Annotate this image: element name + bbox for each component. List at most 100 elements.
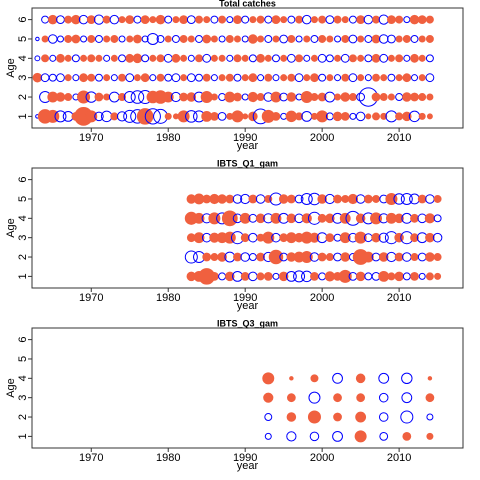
residual-bubble bbox=[316, 110, 329, 123]
residual-bubble bbox=[394, 271, 404, 282]
residual-bubble bbox=[185, 110, 198, 123]
residual-bubble bbox=[394, 252, 404, 262]
residual-bubble bbox=[125, 73, 135, 83]
residual-bubble bbox=[410, 53, 419, 63]
residual-bubble bbox=[218, 74, 226, 82]
residual-bubble bbox=[263, 271, 273, 281]
residual-bubble bbox=[387, 93, 395, 101]
residual-bubble bbox=[379, 53, 389, 63]
residual-bubble bbox=[264, 413, 273, 422]
residual-bubble bbox=[80, 35, 88, 43]
residual-bubble bbox=[255, 194, 266, 204]
residual-bubble bbox=[425, 232, 435, 243]
residual-bubble bbox=[102, 15, 111, 24]
residual-bubble bbox=[48, 14, 58, 25]
residual-bubble bbox=[210, 15, 219, 24]
residual-bubble bbox=[425, 252, 435, 262]
residual-bubble bbox=[118, 16, 126, 24]
residual-bubble bbox=[395, 15, 404, 24]
residual-bubble bbox=[32, 72, 43, 83]
residual-bubble bbox=[326, 35, 334, 43]
y-tick-label: 5 bbox=[17, 36, 29, 42]
residual-bubble bbox=[225, 194, 235, 204]
residual-bubble bbox=[248, 54, 257, 63]
residual-bubble bbox=[94, 34, 103, 43]
chart-title: IBTS_Q3_gam bbox=[217, 318, 278, 328]
residual-bubble bbox=[217, 111, 227, 121]
residual-bubble bbox=[125, 53, 135, 63]
residual-bubble bbox=[71, 54, 80, 63]
residual-bubble bbox=[184, 250, 198, 264]
residual-bubble bbox=[434, 272, 442, 280]
residual-bubble bbox=[54, 110, 67, 123]
residual-bubble bbox=[410, 92, 419, 102]
residual-bubble bbox=[133, 34, 142, 44]
residual-bubble bbox=[264, 73, 273, 82]
residual-bubble bbox=[387, 272, 396, 281]
residual-bubble bbox=[94, 92, 104, 102]
residual-bubble bbox=[278, 194, 289, 204]
residual-bubble bbox=[64, 15, 73, 24]
residual-bubble bbox=[334, 74, 342, 82]
residual-bubble bbox=[326, 74, 334, 82]
residual-bubble bbox=[171, 53, 181, 63]
residual-bubble bbox=[425, 272, 434, 281]
residual-bubble bbox=[371, 34, 381, 44]
residual-bubble bbox=[95, 54, 103, 62]
residual-bubble bbox=[364, 34, 373, 43]
residual-bubble bbox=[317, 53, 327, 63]
residual-bubble bbox=[256, 252, 265, 262]
residual-bubble bbox=[325, 233, 335, 243]
residual-bubble bbox=[140, 73, 150, 83]
residual-bubble bbox=[233, 73, 242, 82]
y-tick-label: 2 bbox=[17, 94, 29, 100]
residual-bubble bbox=[356, 15, 366, 25]
residual-bubble bbox=[56, 73, 65, 83]
residual-bubble bbox=[64, 54, 72, 62]
residual-bubble bbox=[210, 35, 218, 43]
residual-bubble bbox=[85, 110, 98, 123]
residual-bubble bbox=[156, 73, 165, 82]
residual-bubble bbox=[270, 91, 282, 103]
residual-bubble bbox=[202, 34, 212, 44]
residual-bubble bbox=[180, 74, 188, 82]
x-tick-label: 1980 bbox=[156, 452, 180, 464]
residual-bubble bbox=[195, 73, 203, 82]
residual-bubble bbox=[268, 249, 284, 265]
residual-bubble bbox=[263, 392, 274, 403]
residual-bubble bbox=[354, 430, 367, 443]
residual-bubble bbox=[271, 54, 280, 63]
residual-bubble bbox=[41, 35, 49, 43]
residual-bubble bbox=[108, 91, 120, 103]
x-tick-label: 2010 bbox=[387, 292, 411, 304]
residual-bubble bbox=[223, 231, 236, 244]
residual-bubble bbox=[295, 35, 303, 43]
residual-bubble bbox=[393, 193, 405, 205]
residual-bubble bbox=[79, 73, 88, 83]
y-tick-label: 6 bbox=[17, 177, 29, 183]
residual-bubble bbox=[356, 92, 366, 102]
residual-bubble bbox=[402, 111, 412, 122]
y-tick-label: 3 bbox=[17, 75, 29, 81]
residual-bubble bbox=[118, 93, 127, 102]
residual-bubble bbox=[378, 270, 390, 282]
residual-bubble bbox=[418, 93, 427, 102]
residual-bubble bbox=[285, 270, 297, 282]
residual-bubble bbox=[395, 54, 404, 63]
residual-bubble bbox=[333, 412, 342, 422]
y-tick-label: 5 bbox=[17, 196, 29, 202]
residual-bubble bbox=[225, 271, 235, 282]
residual-bubble bbox=[395, 35, 403, 43]
x-axis-label: year bbox=[237, 300, 259, 312]
residual-bubble bbox=[163, 53, 173, 63]
residual-bubble bbox=[193, 232, 205, 244]
residual-bubble bbox=[356, 393, 366, 403]
residual-bubble bbox=[210, 54, 218, 62]
residual-bubble bbox=[233, 252, 242, 262]
residual-bubble bbox=[309, 431, 320, 442]
residual-bubble bbox=[264, 54, 272, 62]
residual-bubble bbox=[433, 253, 442, 262]
residual-bubble bbox=[433, 214, 442, 223]
residual-bubble bbox=[417, 15, 427, 25]
residual-bubble bbox=[141, 54, 150, 63]
